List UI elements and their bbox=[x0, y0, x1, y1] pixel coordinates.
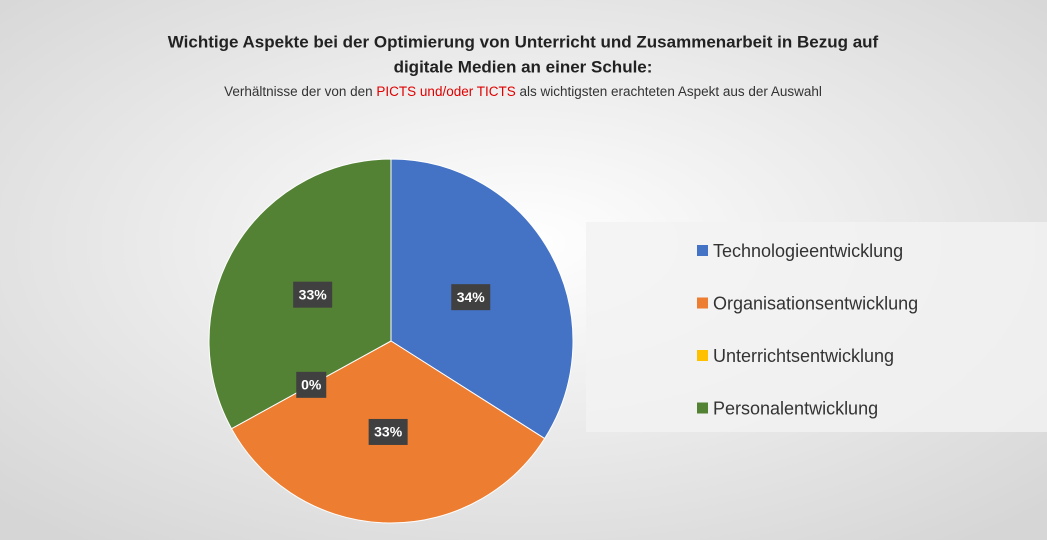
subtitle-part: PICTS und/oder TICTS bbox=[376, 84, 515, 99]
data-label: 33% bbox=[299, 286, 328, 302]
legend-label: Technologieentwicklung bbox=[713, 241, 903, 261]
chart-subtitle: Verhältnisse der von den PICTS und/oder … bbox=[224, 84, 822, 99]
chart-title: digitale Medien an einer Schule: bbox=[394, 57, 653, 76]
data-label-box bbox=[368, 418, 408, 445]
legend-box bbox=[586, 222, 1047, 432]
legend-swatch bbox=[697, 297, 708, 309]
legend-label: Unterrichtsentwicklung bbox=[713, 346, 894, 366]
subtitle-part: Verhältnisse der von den bbox=[224, 84, 376, 99]
data-label: 0% bbox=[301, 377, 322, 393]
legend-swatch bbox=[697, 350, 708, 361]
legend-label: Organisationsentwicklung bbox=[713, 293, 918, 313]
legend-swatch bbox=[697, 402, 708, 414]
data-label-box bbox=[293, 281, 333, 308]
data-label-box bbox=[451, 284, 491, 311]
legend-swatch bbox=[697, 245, 708, 256]
subtitle-part: als wichtigsten erachteten Aspekt aus de… bbox=[516, 84, 822, 99]
data-label-box bbox=[296, 371, 327, 398]
data-label: 33% bbox=[374, 424, 403, 440]
chart-title: Wichtige Aspekte bei der Optimierung von… bbox=[168, 32, 879, 51]
legend-label: Personalentwicklung bbox=[713, 398, 878, 418]
data-label: 34% bbox=[457, 289, 486, 305]
